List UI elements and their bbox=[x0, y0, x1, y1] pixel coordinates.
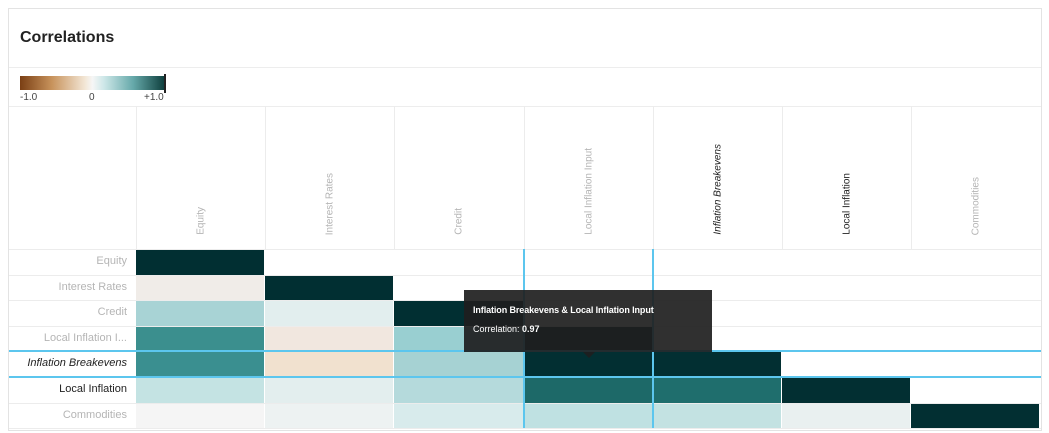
tooltip-title: Inflation Breakevens & Local Inflation I… bbox=[473, 305, 654, 315]
row-gridline bbox=[9, 249, 1041, 250]
selected-row-outline bbox=[9, 376, 1041, 378]
matrix-cell[interactable] bbox=[136, 250, 265, 275]
matrix-cell[interactable] bbox=[652, 352, 781, 377]
column-header-6[interactable]: Commodities bbox=[911, 106, 1040, 249]
correlations-panel: Correlations -1.0 0 +1.0 Equity Interest … bbox=[8, 8, 1042, 431]
matrix-cell[interactable] bbox=[265, 352, 394, 377]
column-header-5[interactable]: Local Inflation bbox=[782, 106, 911, 249]
title-divider bbox=[9, 67, 1041, 68]
matrix-cell[interactable] bbox=[782, 378, 911, 403]
matrix-cell[interactable] bbox=[265, 326, 394, 352]
column-header-3[interactable]: Local Inflation Input bbox=[523, 106, 653, 249]
column-header-label: Inflation Breakevens bbox=[712, 144, 724, 235]
column-header-label: Commodities bbox=[970, 176, 982, 235]
matrix-cell[interactable] bbox=[265, 275, 394, 301]
column-header-4[interactable]: Inflation Breakevens bbox=[652, 106, 782, 249]
row-gridline bbox=[9, 402, 1041, 404]
correlation-matrix: Equity Interest Rates Credit Local Inflatio… bbox=[9, 106, 1041, 430]
row-label[interactable]: Local Inflation bbox=[59, 383, 127, 395]
row-label[interactable]: Equity bbox=[96, 255, 127, 267]
column-header-0[interactable]: Equity bbox=[136, 106, 265, 249]
matrix-cell[interactable] bbox=[911, 403, 1040, 429]
row-label[interactable]: Credit bbox=[97, 306, 127, 319]
matrix-cell[interactable] bbox=[136, 301, 265, 326]
column-header-label: Local Inflation Input bbox=[583, 148, 595, 235]
matrix-cell[interactable] bbox=[394, 352, 523, 377]
color-legend: -1.0 0 +1.0 bbox=[20, 74, 170, 108]
matrix-cell[interactable] bbox=[265, 301, 394, 326]
matrix-cell[interactable] bbox=[265, 403, 394, 429]
column-header-label: Credit bbox=[453, 208, 465, 235]
matrix-cell[interactable] bbox=[136, 326, 265, 352]
legend-max-label: +1.0 bbox=[144, 92, 164, 103]
matrix-cell[interactable] bbox=[652, 378, 781, 403]
tooltip-correlation: Correlation: 0.97 bbox=[473, 324, 703, 334]
column-header-2[interactable]: Credit bbox=[394, 106, 523, 249]
column-header-label: Interest Rates bbox=[324, 172, 336, 235]
matrix-cell[interactable] bbox=[394, 378, 523, 403]
matrix-cell[interactable] bbox=[265, 378, 394, 403]
row-label[interactable]: Commodities bbox=[62, 408, 127, 421]
matrix-cell[interactable] bbox=[652, 403, 781, 429]
column-header-1[interactable]: Interest Rates bbox=[265, 106, 394, 249]
legend-end-marker bbox=[164, 74, 166, 93]
tooltip-correlation-value: 0.97 bbox=[522, 324, 540, 334]
row-label[interactable]: Local Inflation I... bbox=[43, 331, 127, 344]
matrix-cell[interactable] bbox=[136, 403, 265, 429]
legend-min-label: -1.0 bbox=[20, 92, 38, 103]
matrix-cell[interactable] bbox=[136, 378, 265, 403]
legend-mid-label: 0 bbox=[89, 92, 95, 103]
matrix-cell[interactable] bbox=[136, 275, 265, 301]
column-header-label: Equity bbox=[195, 207, 207, 235]
tooltip-correlation-label: Correlation: bbox=[473, 324, 520, 334]
matrix-cell[interactable] bbox=[136, 352, 265, 377]
cell-tooltip: Inflation Breakevens & Local Inflation I… bbox=[464, 290, 712, 352]
matrix-cell[interactable] bbox=[394, 403, 523, 429]
row-label[interactable]: Inflation Breakevens bbox=[27, 357, 127, 370]
row-label[interactable]: Interest Rates bbox=[58, 280, 127, 293]
panel-title: Correlations bbox=[20, 29, 115, 46]
matrix-cell[interactable] bbox=[523, 403, 652, 429]
legend-divider bbox=[9, 106, 1041, 107]
column-header-label: Local Inflation bbox=[841, 173, 853, 235]
matrix-cell[interactable] bbox=[523, 378, 652, 403]
tooltip-pointer bbox=[583, 352, 595, 358]
row-gridline bbox=[9, 428, 1041, 430]
row-gridline bbox=[9, 274, 1041, 276]
matrix-cell[interactable] bbox=[782, 403, 911, 429]
legend-gradient-bar bbox=[20, 76, 165, 90]
